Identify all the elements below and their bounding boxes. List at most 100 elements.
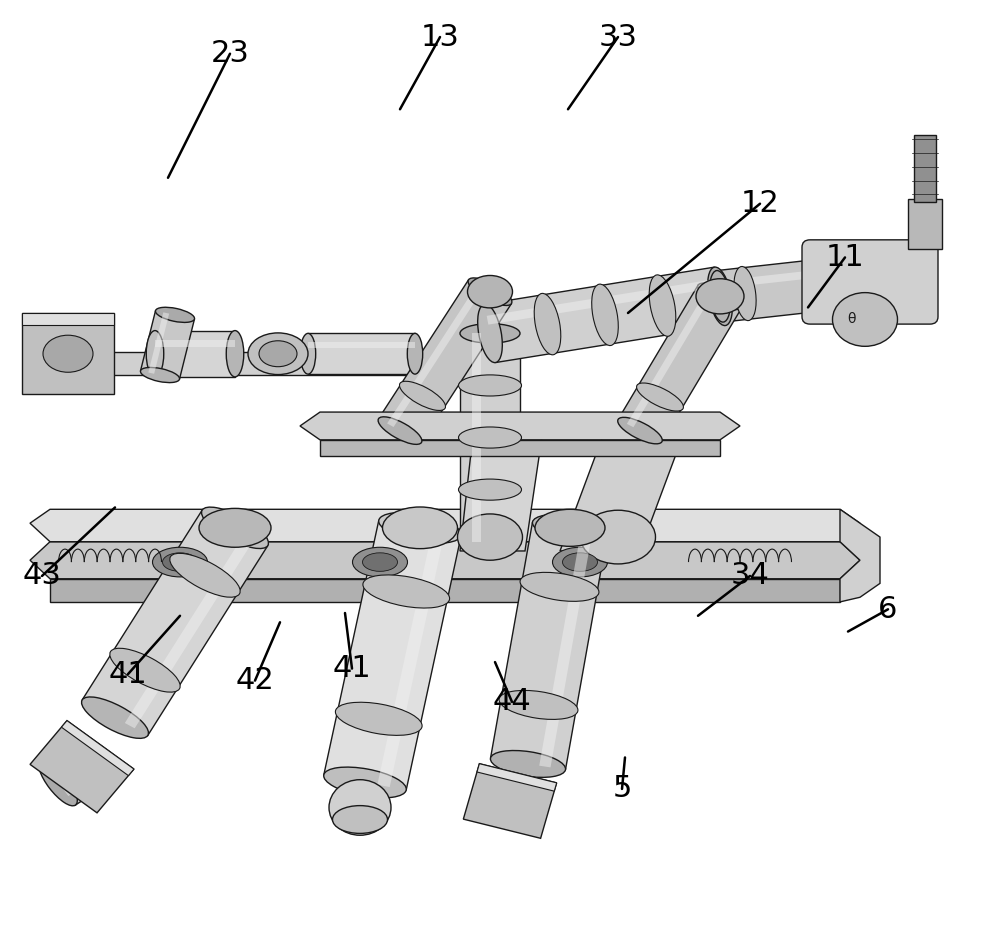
Ellipse shape xyxy=(140,368,180,382)
Ellipse shape xyxy=(199,508,271,547)
Polygon shape xyxy=(718,269,819,289)
Polygon shape xyxy=(22,313,114,325)
Polygon shape xyxy=(477,764,557,791)
Ellipse shape xyxy=(832,293,898,346)
Ellipse shape xyxy=(460,324,520,344)
Ellipse shape xyxy=(39,759,77,806)
Text: 11: 11 xyxy=(826,243,864,272)
Ellipse shape xyxy=(535,509,605,546)
Text: 34: 34 xyxy=(731,561,769,591)
Polygon shape xyxy=(539,530,592,768)
Ellipse shape xyxy=(580,510,656,564)
Ellipse shape xyxy=(696,279,744,314)
Ellipse shape xyxy=(810,259,830,311)
Text: 44: 44 xyxy=(493,687,531,717)
FancyBboxPatch shape xyxy=(908,199,942,249)
Polygon shape xyxy=(840,509,880,602)
Polygon shape xyxy=(61,720,134,776)
Ellipse shape xyxy=(618,418,662,444)
Text: 6: 6 xyxy=(878,594,898,624)
Ellipse shape xyxy=(520,572,599,601)
Text: 13: 13 xyxy=(421,22,459,52)
Ellipse shape xyxy=(399,382,446,410)
Ellipse shape xyxy=(460,532,520,552)
Ellipse shape xyxy=(458,479,522,500)
Ellipse shape xyxy=(382,507,458,548)
Polygon shape xyxy=(148,312,169,374)
Polygon shape xyxy=(324,520,461,790)
Ellipse shape xyxy=(592,284,618,345)
Ellipse shape xyxy=(407,333,423,374)
FancyBboxPatch shape xyxy=(914,135,936,202)
Ellipse shape xyxy=(170,554,240,597)
Ellipse shape xyxy=(110,648,180,692)
Ellipse shape xyxy=(534,294,561,355)
Text: 23: 23 xyxy=(211,39,249,69)
Polygon shape xyxy=(308,333,415,374)
Polygon shape xyxy=(30,509,860,542)
Polygon shape xyxy=(63,773,92,796)
Polygon shape xyxy=(485,267,725,363)
Ellipse shape xyxy=(329,780,391,835)
Text: 33: 33 xyxy=(598,22,638,52)
Polygon shape xyxy=(50,579,840,602)
Ellipse shape xyxy=(710,270,730,322)
Text: 12: 12 xyxy=(741,189,779,219)
Polygon shape xyxy=(379,280,511,443)
Ellipse shape xyxy=(708,267,732,326)
Polygon shape xyxy=(41,745,99,805)
Polygon shape xyxy=(155,331,235,377)
Ellipse shape xyxy=(532,514,608,542)
Ellipse shape xyxy=(552,547,608,577)
Polygon shape xyxy=(377,530,445,787)
Ellipse shape xyxy=(300,333,316,374)
Ellipse shape xyxy=(162,553,198,571)
Polygon shape xyxy=(30,720,134,813)
Polygon shape xyxy=(82,510,268,735)
Ellipse shape xyxy=(352,547,408,577)
Polygon shape xyxy=(308,342,415,347)
Ellipse shape xyxy=(202,507,268,548)
Text: 41: 41 xyxy=(109,659,147,689)
Text: 42: 42 xyxy=(236,666,274,695)
Ellipse shape xyxy=(458,514,522,560)
Ellipse shape xyxy=(363,575,450,608)
Ellipse shape xyxy=(562,553,598,571)
Polygon shape xyxy=(717,259,823,322)
Text: θ: θ xyxy=(848,312,856,327)
Polygon shape xyxy=(618,285,742,442)
Ellipse shape xyxy=(478,304,502,363)
Ellipse shape xyxy=(378,417,422,444)
Ellipse shape xyxy=(458,427,522,448)
Text: 43: 43 xyxy=(23,561,61,591)
Ellipse shape xyxy=(332,806,388,833)
Ellipse shape xyxy=(259,341,297,367)
Ellipse shape xyxy=(637,383,683,411)
Ellipse shape xyxy=(734,267,756,320)
Polygon shape xyxy=(100,352,420,375)
Ellipse shape xyxy=(82,697,148,738)
Polygon shape xyxy=(472,333,481,542)
Ellipse shape xyxy=(379,512,461,544)
Text: 41: 41 xyxy=(333,654,371,683)
Polygon shape xyxy=(460,417,545,551)
FancyBboxPatch shape xyxy=(802,240,938,324)
Ellipse shape xyxy=(458,375,522,396)
Polygon shape xyxy=(460,333,520,542)
Ellipse shape xyxy=(698,283,742,309)
Ellipse shape xyxy=(362,553,398,571)
Ellipse shape xyxy=(146,331,164,377)
Ellipse shape xyxy=(468,278,512,306)
Polygon shape xyxy=(627,290,713,427)
Polygon shape xyxy=(155,340,235,346)
Polygon shape xyxy=(141,311,194,379)
Ellipse shape xyxy=(152,547,208,577)
Ellipse shape xyxy=(335,702,422,735)
Ellipse shape xyxy=(324,767,406,798)
Polygon shape xyxy=(320,440,720,456)
Ellipse shape xyxy=(63,744,101,790)
Polygon shape xyxy=(300,412,740,440)
Ellipse shape xyxy=(649,275,676,336)
Polygon shape xyxy=(387,284,484,427)
Ellipse shape xyxy=(248,332,308,374)
